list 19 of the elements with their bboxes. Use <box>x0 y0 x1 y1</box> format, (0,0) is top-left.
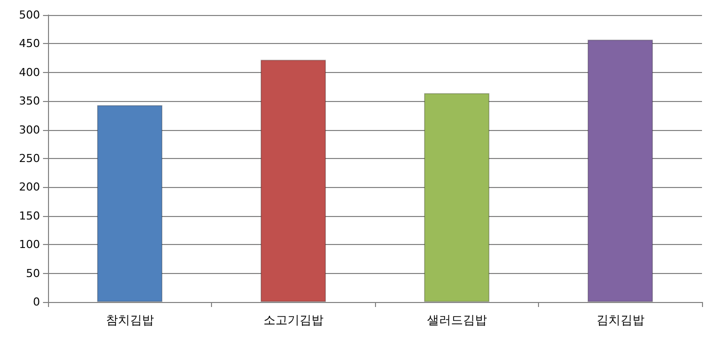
y-tick-label: 350 <box>19 94 40 108</box>
x-tick-label: 샐러드김밥 <box>426 313 487 327</box>
y-tick-label: 300 <box>19 123 40 136</box>
x-tick-label: 참치김밥 <box>106 313 154 327</box>
y-tick-label: 500 <box>19 8 40 22</box>
bar <box>424 93 490 302</box>
y-tick-label: 100 <box>19 238 40 252</box>
x-tick-label: 소고기김밥 <box>263 313 324 327</box>
bar <box>97 105 162 302</box>
y-tick-label: 50 <box>26 266 40 280</box>
y-tick-label: 0 <box>33 296 40 308</box>
y-tick-label: 150 <box>19 209 40 222</box>
y-tick-label: 200 <box>19 180 40 194</box>
bar <box>260 60 326 302</box>
y-tick-label: 450 <box>19 37 40 50</box>
y-tick-label: 250 <box>19 152 40 165</box>
bar <box>588 40 653 302</box>
y-tick-label: 400 <box>19 66 40 79</box>
x-tick-label: 김치김밥 <box>596 313 644 327</box>
